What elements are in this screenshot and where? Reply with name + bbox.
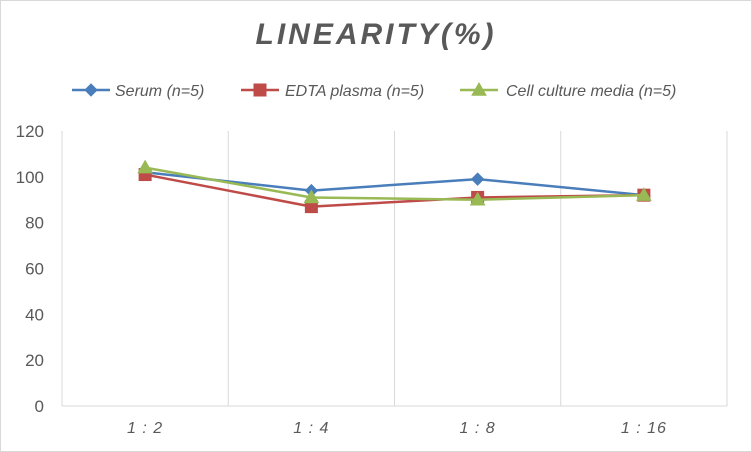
y-tick-label: 60 — [25, 260, 44, 279]
legend-marker-3 — [471, 81, 487, 96]
data-point-series-3 — [137, 159, 153, 174]
data-point-series-3 — [303, 189, 320, 204]
x-tick-label: 1 : 8 — [460, 420, 496, 437]
y-tick-label: 0 — [35, 397, 44, 416]
series-line-3 — [144, 166, 644, 201]
legend-label-2: EDTA plasma (n=5) — [285, 83, 424, 100]
legend-marker-1 — [84, 83, 98, 97]
data-point-series-1 — [470, 172, 485, 186]
y-tick-label: 100 — [16, 168, 44, 187]
legend-label-1: Serum (n=5) — [115, 83, 204, 100]
legend-label-3: Cell culture media (n=5) — [506, 83, 676, 100]
legend-marker-2 — [253, 83, 267, 97]
x-tick-label: 1 : 4 — [293, 420, 329, 437]
data-point-series-3 — [469, 191, 486, 206]
x-tick-label: 1 : 2 — [127, 420, 163, 437]
data-point-series-3 — [636, 187, 652, 201]
chart-title: LINEARITY(%) — [255, 18, 497, 51]
y-tick-label: 20 — [25, 351, 44, 370]
y-tick-label: 80 — [25, 214, 44, 233]
y-tick-label: 40 — [25, 305, 44, 324]
y-tick-label: 120 — [16, 122, 44, 141]
x-tick-label: 1 : 16 — [621, 420, 667, 437]
